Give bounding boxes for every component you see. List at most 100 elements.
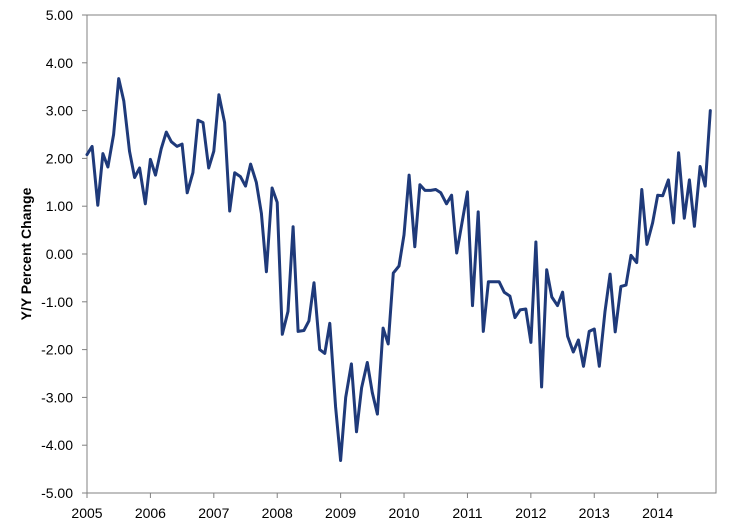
y-tick-label: -5.00 (41, 485, 73, 501)
y-tick-label: -4.00 (41, 437, 73, 453)
x-tick-label: 2011 (452, 505, 482, 521)
data-point (588, 330, 591, 333)
data-point (128, 150, 131, 153)
data-point (466, 190, 469, 194)
data-point (683, 217, 686, 220)
y-tick-label: 4.00 (46, 55, 73, 71)
data-point (249, 162, 252, 166)
data-point (418, 183, 422, 186)
data-point (598, 365, 601, 368)
data-point (407, 173, 411, 177)
y-tick-label: 1.00 (46, 198, 73, 214)
data-point (201, 121, 205, 124)
data-point (366, 361, 369, 364)
data-point (180, 142, 184, 146)
data-point (709, 109, 712, 112)
data-point (635, 261, 638, 264)
data-point (334, 405, 337, 409)
data-point (645, 243, 649, 246)
data-point (355, 430, 358, 433)
data-point (667, 178, 670, 182)
y-tick-label: -3.00 (41, 389, 73, 405)
data-point (392, 271, 395, 275)
x-tick-label: 2008 (262, 505, 293, 521)
data-point (624, 283, 628, 287)
data-point (529, 341, 533, 344)
data-point (302, 329, 306, 332)
data-point (656, 194, 659, 197)
data-point (471, 304, 474, 307)
data-point (677, 151, 680, 154)
data-point (196, 119, 200, 122)
data-point (508, 294, 512, 298)
data-point (339, 459, 342, 462)
x-tick-label: 2010 (388, 505, 419, 521)
data-point (513, 316, 517, 319)
data-point (693, 225, 696, 228)
data-point (434, 188, 437, 191)
data-point (312, 281, 316, 284)
data-point (223, 121, 226, 124)
data-point (360, 386, 363, 389)
data-point (614, 330, 617, 334)
data-point (556, 304, 559, 307)
data-point (244, 184, 247, 188)
data-point (286, 310, 290, 313)
data-point (255, 181, 258, 184)
data-point (149, 158, 152, 161)
data-point (651, 221, 654, 225)
data-point (566, 335, 569, 338)
data-point (328, 322, 331, 325)
data-point (307, 319, 311, 323)
data-point (175, 145, 179, 148)
data-point (296, 330, 300, 333)
data-point (85, 153, 89, 156)
data-point (534, 240, 538, 244)
data-point (477, 210, 480, 214)
data-point (545, 268, 548, 271)
y-tick-labels: 5.00 4.00 3.00 2.00 1.00 0.00 -1.00 -2.00 -3.00 -… (41, 7, 73, 501)
data-point (439, 191, 442, 194)
series-line (85, 77, 712, 462)
data-point (239, 175, 242, 178)
x-tick-label: 2005 (71, 505, 102, 521)
data-point (461, 219, 464, 222)
data-point (397, 264, 401, 268)
data-point (291, 225, 295, 228)
data-point (688, 178, 691, 182)
data-point (619, 285, 623, 288)
data-point (323, 352, 326, 355)
y-tick-label: 2.00 (46, 150, 73, 166)
data-point (423, 189, 427, 192)
data-point (518, 308, 522, 312)
data-point (170, 140, 173, 143)
data-point (106, 165, 110, 169)
data-point (281, 333, 284, 336)
data-point (122, 99, 126, 103)
data-point (608, 272, 612, 276)
series-layer (85, 77, 712, 462)
data-point (482, 330, 485, 333)
y-tick-label: -1.00 (41, 294, 73, 310)
data-point (413, 245, 416, 248)
data-point (603, 310, 607, 313)
data-point (698, 165, 702, 168)
data-point (144, 202, 147, 205)
data-point (640, 188, 643, 191)
data-point (492, 280, 496, 283)
data-point (318, 348, 321, 351)
y-tick-label: -2.00 (41, 342, 73, 358)
data-point (661, 194, 664, 197)
data-point (582, 365, 585, 368)
data-point (350, 362, 353, 366)
data-point (577, 338, 580, 342)
data-point (217, 93, 221, 97)
x-tick-label: 2006 (135, 505, 166, 521)
data-point (112, 133, 115, 136)
data-point (270, 186, 274, 190)
data-point (540, 385, 543, 389)
data-point (550, 295, 553, 299)
data-point (524, 307, 527, 311)
x-tick-label: 2012 (515, 505, 546, 521)
